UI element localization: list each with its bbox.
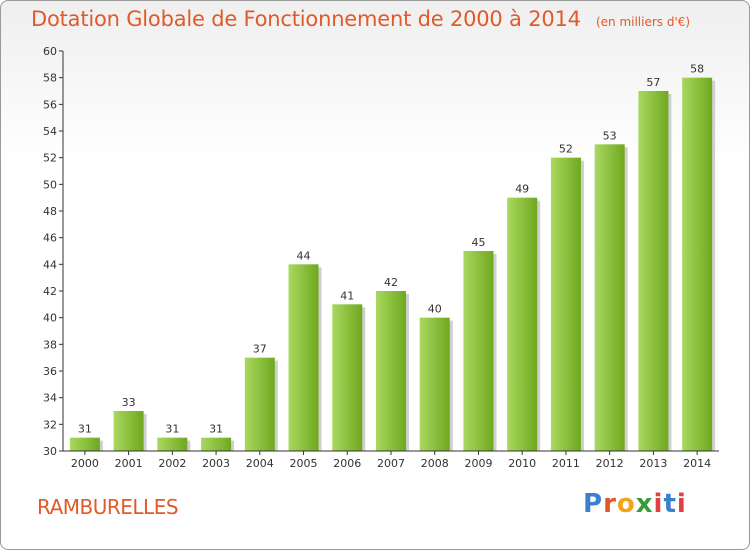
logo-letter: P <box>583 489 604 519</box>
bar <box>113 411 144 451</box>
x-tick-label: 2014 <box>683 457 711 470</box>
y-tick-label: 50 <box>43 178 57 191</box>
x-tick-label: 2008 <box>421 457 449 470</box>
bar <box>157 437 188 451</box>
logo-letter: r <box>603 489 617 519</box>
x-tick-label: 2002 <box>158 457 186 470</box>
bar-value-label: 53 <box>603 129 617 142</box>
bar-group: 53 <box>594 129 628 452</box>
bar <box>244 357 275 451</box>
x-tick-label: 2005 <box>290 457 318 470</box>
x-axis: 2000 2001 2002 2003 2004 2005 2006 2007 2008 2009… <box>63 450 719 470</box>
bar-value-label: 42 <box>384 276 398 289</box>
chart-title: Dotation Globale de Fonctionnement de 20… <box>31 7 581 31</box>
bar-group: 49 <box>507 183 541 451</box>
place-name: RAMBURELLES <box>37 495 179 519</box>
bar <box>376 291 406 451</box>
chart-subtitle: (en milliers d'€) <box>595 15 691 29</box>
bar-value-label: 58 <box>690 63 704 76</box>
title-row: Dotation Globale de Fonctionnement de 20… <box>31 7 690 31</box>
x-tick-label: 2012 <box>596 457 624 470</box>
bars: 31 33 31 31 37 44 41 42 40 45 49 52 53 57 58 <box>69 63 716 452</box>
bar-group: 41 <box>332 289 366 451</box>
x-tick-label: 2013 <box>639 457 667 470</box>
y-tick-label: 44 <box>43 258 57 271</box>
x-tick-label: 2000 <box>71 457 99 470</box>
y-tick-label: 54 <box>43 125 57 138</box>
y-tick-label: 36 <box>43 365 57 378</box>
bar <box>463 251 494 451</box>
bar <box>201 437 232 451</box>
bar-group: 52 <box>550 143 584 451</box>
x-tick-label: 2001 <box>115 457 143 470</box>
y-tick-label: 30 <box>43 445 57 458</box>
y-tick-label: 42 <box>43 285 57 298</box>
x-tick-label: 2009 <box>464 457 492 470</box>
y-tick-label: 34 <box>43 392 57 405</box>
bar-group: 37 <box>244 343 278 451</box>
bar-value-label: 33 <box>122 396 136 409</box>
bar-group: 31 <box>69 423 103 451</box>
bar-group: 57 <box>638 76 672 451</box>
logo-letter: t <box>663 489 677 519</box>
x-tick-label: 2010 <box>508 457 536 470</box>
bar-group: 42 <box>376 276 409 451</box>
bar <box>69 437 100 451</box>
bar <box>507 197 538 451</box>
proxiti-logo[interactable]: Proxiti <box>583 489 687 519</box>
bar-group: 31 <box>157 423 191 451</box>
bar <box>594 144 625 452</box>
x-tick-label: 2004 <box>246 457 274 470</box>
y-axis: 30 32 34 36 38 40 42 44 46 48 50 52 54 56 58 60 <box>43 45 64 458</box>
bar-group: 31 <box>201 423 235 451</box>
bar-value-label: 37 <box>253 343 267 356</box>
x-tick-label: 2003 <box>202 457 230 470</box>
logo-letter: i <box>653 489 664 519</box>
x-tick-label: 2011 <box>552 457 580 470</box>
bar <box>288 264 319 451</box>
bar-group: 45 <box>463 236 497 451</box>
y-tick-label: 38 <box>43 338 57 351</box>
bar-value-label: 57 <box>646 76 660 89</box>
bar-group: 58 <box>682 63 716 452</box>
bar-value-label: 31 <box>209 423 223 436</box>
bar-value-label: 45 <box>471 236 485 249</box>
y-tick-label: 46 <box>43 232 57 245</box>
bar-group: 40 <box>419 303 453 451</box>
logo-letter: i <box>676 489 687 519</box>
bar-value-label: 49 <box>515 183 529 196</box>
bar <box>682 77 713 452</box>
bar-value-label: 40 <box>428 303 442 316</box>
y-tick-label: 52 <box>43 152 57 165</box>
y-tick-label: 58 <box>43 72 57 85</box>
bar <box>638 91 669 451</box>
bar-value-label: 31 <box>165 423 179 436</box>
bar <box>419 317 450 451</box>
y-tick-label: 40 <box>43 312 57 325</box>
y-tick-label: 32 <box>43 418 57 431</box>
y-tick-label: 60 <box>43 45 57 58</box>
logo-letter: o <box>616 489 636 519</box>
bar <box>332 304 363 451</box>
bar-value-label: 41 <box>340 289 354 302</box>
bar <box>550 157 581 451</box>
bar-group: 44 <box>288 249 322 451</box>
x-tick-label: 2007 <box>377 457 405 470</box>
bar-value-label: 44 <box>297 249 311 262</box>
bar-value-label: 52 <box>559 143 573 156</box>
bar-value-label: 31 <box>78 423 92 436</box>
y-tick-label: 56 <box>43 98 57 111</box>
bar-group: 33 <box>113 396 147 451</box>
x-tick-label: 2006 <box>333 457 361 470</box>
logo-letter: x <box>635 489 654 519</box>
y-tick-label: 48 <box>43 205 57 218</box>
